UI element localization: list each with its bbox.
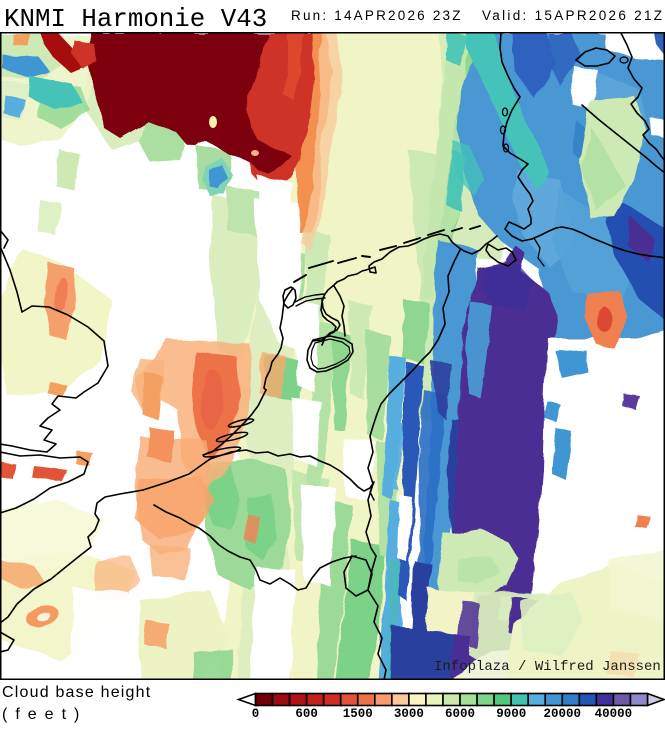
svg-text:6000: 6000 <box>445 707 475 721</box>
svg-text:1500: 1500 <box>343 707 373 721</box>
svg-text:9000: 9000 <box>496 707 526 721</box>
svg-text:40000: 40000 <box>595 707 633 721</box>
svg-text:20000: 20000 <box>544 707 582 721</box>
svg-text:600: 600 <box>295 707 318 721</box>
svg-text:0: 0 <box>252 707 260 721</box>
svg-text:3000: 3000 <box>394 707 424 721</box>
